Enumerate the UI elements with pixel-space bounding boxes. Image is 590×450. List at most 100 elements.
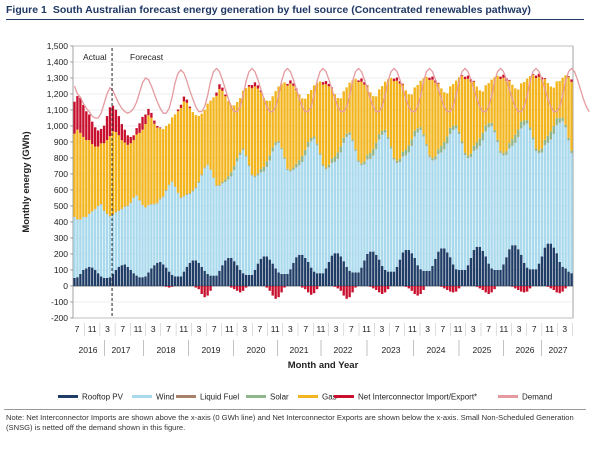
- export-bar: [449, 286, 452, 292]
- bar-segment: [197, 262, 200, 286]
- bar-segment: [76, 219, 79, 278]
- legend-swatch: [298, 395, 318, 399]
- bar-segment: [457, 134, 461, 270]
- bar-segment: [351, 272, 354, 286]
- bar-segment: [369, 251, 372, 286]
- month-tick-label: 11: [179, 324, 188, 334]
- bar-segment: [469, 153, 473, 157]
- bar-segment: [138, 132, 141, 201]
- bar-segment: [517, 249, 520, 286]
- bar-segment: [419, 269, 422, 286]
- bar-segment: [490, 79, 493, 123]
- bar-segment: [564, 75, 567, 125]
- bar-segment: [478, 90, 481, 139]
- bar-segment: [241, 148, 245, 150]
- bar-segment: [493, 132, 496, 270]
- export-bar: [336, 286, 339, 289]
- bar-segment: [209, 170, 212, 276]
- bar-segment: [363, 260, 366, 286]
- bar-segment: [159, 262, 162, 286]
- bar-segment: [446, 143, 449, 253]
- bar-segment: [380, 266, 384, 286]
- bar-segment: [401, 151, 405, 157]
- bar-segment: [79, 274, 82, 286]
- bar-segment: [176, 111, 180, 193]
- bar-segment: [147, 115, 150, 205]
- bar-segment: [502, 155, 505, 265]
- bar-segment: [419, 80, 422, 128]
- legend-swatch: [132, 395, 152, 399]
- import-bar: [132, 135, 135, 141]
- bar-segment: [499, 153, 502, 270]
- bar-segment: [511, 84, 514, 140]
- import-bar: [357, 80, 360, 82]
- bar-segment: [268, 259, 271, 286]
- bar-segment: [443, 248, 446, 286]
- bar-segment: [567, 77, 570, 138]
- bar-segment: [94, 209, 97, 270]
- bar-segment: [135, 195, 138, 276]
- bar-segment: [247, 165, 251, 166]
- month-tick-label: 3: [334, 324, 339, 334]
- bar-segment: [558, 117, 561, 123]
- bar-segment: [440, 248, 443, 286]
- bar-segment: [419, 130, 422, 270]
- bar-segment: [508, 143, 511, 149]
- bar-segment: [520, 121, 523, 129]
- bar-segment: [221, 183, 224, 266]
- bar-segment: [517, 129, 520, 137]
- bar-segment: [330, 158, 334, 163]
- y-tick-label: 0: [63, 281, 68, 291]
- export-bar: [165, 286, 168, 287]
- bar-segment: [528, 76, 532, 128]
- bar-segment: [162, 197, 165, 265]
- bar-segment: [227, 100, 230, 177]
- bar-segment: [241, 150, 245, 274]
- import-bar: [463, 76, 467, 80]
- import-bar: [428, 77, 431, 81]
- bar-segment: [558, 122, 561, 262]
- bar-segment: [372, 148, 375, 156]
- bar-segment: [434, 159, 437, 259]
- bar-segment: [256, 88, 260, 174]
- bar-segment: [120, 209, 123, 266]
- bar-segment: [191, 190, 195, 192]
- bar-segment: [135, 134, 138, 196]
- bar-segment: [398, 162, 402, 260]
- bar-segment: [499, 270, 502, 286]
- legend-label: Demand: [522, 392, 553, 402]
- bar-segment: [490, 126, 493, 269]
- bar-segment: [271, 263, 274, 286]
- bar-segment: [230, 258, 233, 286]
- bar-segment: [221, 182, 224, 184]
- bar-segment: [466, 155, 470, 158]
- bar-segment: [188, 262, 192, 286]
- export-bar: [440, 286, 443, 287]
- legend-swatch: [58, 395, 78, 399]
- bar-segment: [366, 159, 369, 254]
- bar-segment: [330, 88, 334, 159]
- bar-segment: [540, 79, 544, 149]
- bar-segment: [348, 134, 351, 271]
- import-bar: [221, 87, 224, 91]
- bar-segment: [449, 86, 452, 128]
- bar-segment: [369, 158, 372, 252]
- bar-segment: [392, 157, 396, 160]
- export-bar: [333, 286, 337, 287]
- bar-segment: [567, 271, 570, 286]
- bar-segment: [351, 139, 354, 141]
- bar-segment: [555, 253, 558, 286]
- y-tick-label: 1,000: [47, 121, 69, 131]
- bar-segment: [413, 136, 416, 258]
- bar-segment: [463, 152, 467, 155]
- bar-segment: [167, 123, 171, 185]
- bar-segment: [351, 80, 354, 140]
- year-label: 2018: [157, 345, 176, 355]
- export-bar: [487, 286, 490, 294]
- bar-segment: [321, 273, 325, 286]
- year-label: 2017: [112, 345, 131, 355]
- bar-segment: [315, 273, 319, 286]
- bar-segment: [416, 132, 419, 266]
- import-bar: [292, 83, 295, 86]
- bar-segment: [126, 144, 129, 206]
